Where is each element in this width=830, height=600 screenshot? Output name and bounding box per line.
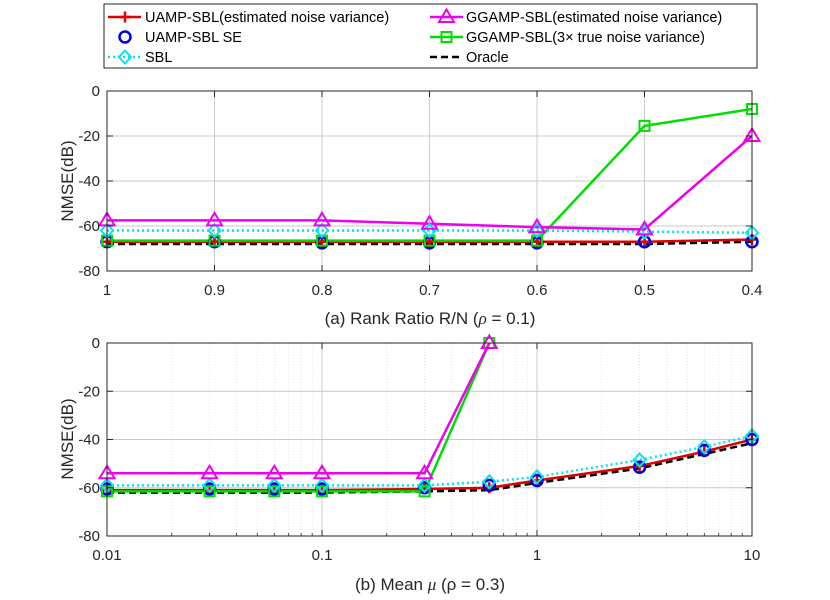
- x-axis-label-top-prefix: (a) Rank Ratio R/N (: [325, 309, 479, 328]
- series-ggamp-sbl-3-true-noise-variance-point: [203, 485, 216, 498]
- y-tick-label: -20: [78, 128, 100, 145]
- y-tick-label: 0: [92, 335, 100, 352]
- y-tick-label: -80: [78, 528, 100, 545]
- legend-label-uamp-sbl: UAMP-SBL(estimated noise variance): [145, 10, 389, 26]
- x-tick-label: 1: [103, 282, 111, 299]
- x-tick-label: 0.7: [419, 282, 440, 299]
- series-ggamp-sbl-estimated-noise-variance-point: [200, 463, 219, 480]
- x-tick-label: 0.9: [204, 282, 225, 299]
- x-axis-label-bottom-prefix: (b) Mean: [355, 575, 428, 594]
- series-ggamp-sbl-3-true-noise-variance-point: [638, 119, 651, 132]
- legend-entry-oracle: Oracle: [430, 50, 509, 66]
- y-axis-label-bottom: NMSE(dB): [58, 398, 77, 479]
- x-axis-label-top: (a) Rank Ratio R/N (ρ = 0.1): [325, 309, 536, 328]
- y-tick-label: 0: [92, 83, 100, 100]
- x-axis-label-bottom-suffix: (ρ = 0.3): [436, 575, 505, 594]
- series-sbl-point: [481, 473, 497, 490]
- series-uamp-sbl-se-point: [482, 478, 497, 493]
- x-tick-label: 0.6: [527, 282, 548, 299]
- series-ggamp-sbl-3-true-noise-variance-line: [107, 342, 491, 493]
- series-ggamp-sbl-estimated-noise-variance-point: [312, 210, 332, 227]
- legend-label-uamp-sbl-se: UAMP-SBL SE: [145, 30, 242, 46]
- y-axis-label-top: NMSE(dB): [58, 140, 77, 221]
- series-sbl-point: [632, 452, 647, 468]
- x-axis-label-bottom-symbol: μ: [427, 575, 437, 594]
- legend-label-ggamp-sbl-3x: GGAMP-SBL(3× true noise variance): [466, 30, 705, 46]
- series-uamp-sbl-se-point: [530, 473, 544, 488]
- series-ggamp-sbl-estimated-noise-variance-point: [420, 214, 439, 230]
- series-sbl-point: [266, 477, 282, 494]
- diamond-marker-icon: [117, 49, 133, 65]
- square-marker-icon: [440, 31, 453, 43]
- series-sbl-point: [529, 222, 545, 239]
- series-top: [97, 103, 762, 250]
- y-tick-label: -40: [78, 173, 100, 190]
- x-tick-label: 0.5: [634, 282, 655, 299]
- plus-marker-icon: [119, 11, 131, 23]
- ticks-bottom: 0.01 0.1 1 10 0 -20 -40 -60 -80: [78, 335, 760, 564]
- legend-entry-uamp-sbl: UAMP-SBL(estimated noise variance): [108, 10, 389, 26]
- x-tick-label: 1: [533, 547, 541, 564]
- y-tick-label: -20: [78, 383, 100, 400]
- x-tick-label: 10: [744, 547, 761, 564]
- legend: UAMP-SBL(estimated noise variance) GGAMP…: [103, 3, 758, 69]
- x-axis-label-top-symbol: ρ: [478, 309, 487, 328]
- series-ggamp-sbl-3-true-noise-variance-point: [268, 485, 281, 498]
- legend-label-ggamp-sbl: GGAMP-SBL(estimated noise variance): [466, 10, 722, 26]
- ticks-top: 1 0.9 0.8 0.7 0.6 0.5 0.4 0 -20 -40 -60 -80: [78, 83, 762, 299]
- series-group: [107, 342, 752, 494]
- series-ggamp-sbl-estimated-noise-variance-point: [205, 210, 224, 227]
- series-ggamp-sbl-estimated-noise-variance-point: [635, 219, 654, 236]
- series-bottom: [97, 333, 760, 498]
- series-sbl-point: [207, 222, 222, 239]
- x-tick-label: 0.4: [742, 282, 763, 299]
- series-sbl-point: [529, 468, 545, 485]
- triangle-marker-icon: [437, 7, 456, 23]
- y-tick-label: -40: [78, 432, 100, 449]
- series-ggamp-sbl-estimated-noise-variance-point: [527, 217, 547, 234]
- series-sbl-point: [696, 438, 712, 455]
- series-sbl-point: [202, 477, 217, 494]
- circle-marker-icon: [118, 30, 132, 44]
- series-uamp-sbl-se-point: [632, 460, 647, 474]
- x-axis-label-bottom: (b) Mean μ (ρ = 0.3): [355, 575, 505, 594]
- series-uamp-sbl-se-point: [697, 443, 712, 458]
- legend-label-sbl: SBL: [145, 50, 172, 66]
- legend-label-oracle: Oracle: [466, 50, 509, 66]
- x-tick-label: 0.01: [92, 547, 121, 564]
- series-ggamp-sbl-estimated-noise-variance-point: [480, 333, 499, 349]
- series-ggamp-sbl-3-true-noise-variance-point: [418, 485, 431, 498]
- legend-entry-sbl: SBL: [108, 49, 172, 66]
- x-tick-label: 0.1: [312, 547, 333, 564]
- series-ggamp-sbl-3-true-noise-variance-point: [316, 485, 328, 498]
- chart-bottom: 0.01 0.1 1 10 0 -20 -40 -60 -80 NMSE(dB) (b) Mea…: [58, 333, 760, 594]
- series-sbl-point: [417, 477, 432, 494]
- y-tick-label: -80: [78, 263, 100, 280]
- y-tick-label: -60: [78, 480, 100, 497]
- series-ggamp-sbl-estimated-noise-variance-point: [265, 463, 284, 480]
- legend-entry-uamp-sbl-se: UAMP-SBL SE: [118, 30, 242, 46]
- series-uamp-sbl-se-point: [637, 235, 652, 249]
- x-axis-label-top-suffix: = 0.1): [487, 309, 536, 328]
- series-ggamp-sbl-estimated-noise-variance-point: [312, 463, 332, 480]
- x-tick-label: 0.8: [312, 282, 333, 299]
- chart-top: 1 0.9 0.8 0.7 0.6 0.5 0.4 0 -20 -40 -60 -80 NMSE(dB…: [58, 83, 762, 328]
- legend-entry-ggamp-sbl-3x: GGAMP-SBL(3× true noise variance): [430, 30, 705, 46]
- series-sbl-point: [314, 222, 330, 239]
- series-sbl-point: [314, 477, 330, 494]
- legend-entry-ggamp-sbl: GGAMP-SBL(estimated noise variance): [430, 7, 722, 26]
- series-ggamp-sbl-estimated-noise-variance-line: [107, 342, 491, 475]
- y-tick-label: -60: [78, 218, 100, 235]
- series-ggamp-sbl-estimated-noise-variance-point: [415, 463, 434, 480]
